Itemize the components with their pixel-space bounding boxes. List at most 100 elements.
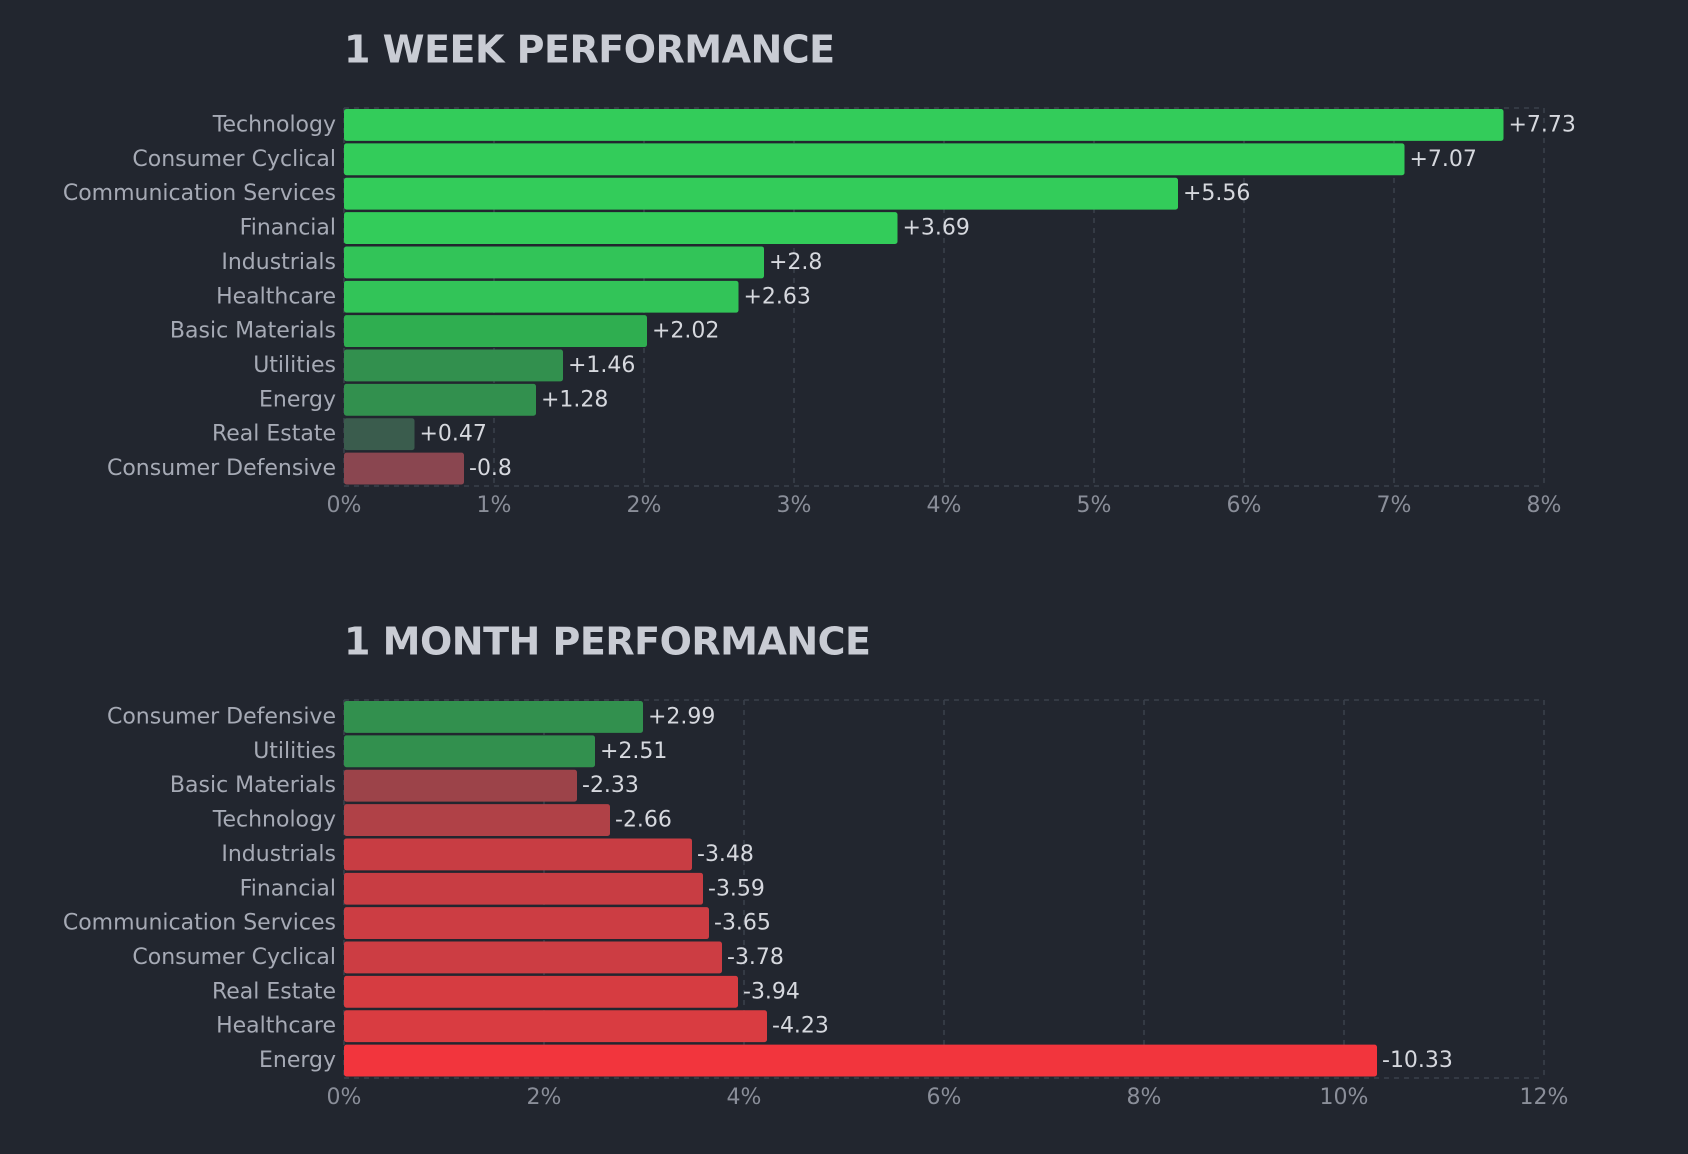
value-label: +2.8 <box>769 250 822 275</box>
bar <box>344 735 595 768</box>
x-axis-ticks: 0% 2% 4% 6% 8% 10% 12% <box>327 1085 1569 1110</box>
value-label: -0.8 <box>469 456 512 481</box>
bar-row: Financial -3.59 <box>240 872 765 905</box>
bar-row: Consumer Cyclical -3.78 <box>132 941 784 974</box>
x-tick-label: 0% <box>327 1085 362 1110</box>
bar-row: Real Estate +0.47 <box>212 418 487 451</box>
chart-title: 1 MONTH PERFORMANCE <box>344 620 871 664</box>
category-label: Healthcare <box>216 1014 336 1039</box>
category-label: Consumer Defensive <box>107 456 336 481</box>
value-label: +7.07 <box>1410 147 1477 172</box>
bar-row: Technology +7.73 <box>212 109 1576 141</box>
bar-row: Basic Materials +2.02 <box>170 315 719 348</box>
category-label: Utilities <box>253 353 336 378</box>
x-tick-label: 4% <box>927 493 962 518</box>
bar-row: Energy -10.33 <box>259 1044 1453 1077</box>
x-tick-label: 6% <box>927 1085 962 1110</box>
category-label: Industrials <box>221 842 336 867</box>
bar <box>344 418 415 451</box>
category-label: Consumer Defensive <box>107 704 336 729</box>
category-label: Energy <box>259 1048 336 1073</box>
x-tick-label: 6% <box>1227 493 1262 518</box>
x-tick-label: 12% <box>1520 1085 1569 1110</box>
value-label: +0.47 <box>420 422 487 447</box>
bar <box>344 701 643 733</box>
bar <box>344 246 764 279</box>
value-label: +5.56 <box>1183 181 1250 206</box>
x-tick-label: 2% <box>527 1085 562 1110</box>
category-label: Healthcare <box>216 284 336 309</box>
value-label: -3.78 <box>727 945 784 970</box>
bar-row: Energy +1.28 <box>259 383 608 416</box>
chart-title: 1 WEEK PERFORMANCE <box>344 28 835 72</box>
value-label: -10.33 <box>1382 1048 1453 1073</box>
bar <box>344 212 898 244</box>
category-label: Utilities <box>253 739 336 764</box>
bar <box>344 109 1504 141</box>
bar <box>344 769 577 802</box>
category-label: Energy <box>259 387 336 412</box>
bar <box>344 452 464 485</box>
bar-row: Utilities +2.51 <box>253 735 667 768</box>
bar-row: Financial +3.69 <box>240 212 970 244</box>
bar <box>344 975 738 1008</box>
bar <box>344 143 1405 176</box>
value-label: -3.59 <box>708 876 765 901</box>
x-tick-label: 4% <box>727 1085 762 1110</box>
bar-row: Healthcare +2.63 <box>216 280 811 313</box>
category-label: Financial <box>240 876 336 901</box>
bar-row: Basic Materials -2.33 <box>170 769 639 802</box>
category-label: Real Estate <box>212 979 336 1004</box>
category-label: Basic Materials <box>170 773 336 798</box>
bar-row: Consumer Defensive +2.99 <box>107 701 715 733</box>
x-tick-label: 8% <box>1527 493 1562 518</box>
bar-row: Utilities +1.46 <box>253 349 635 382</box>
bar <box>344 349 563 382</box>
bar <box>344 941 722 974</box>
category-label: Technology <box>212 112 336 137</box>
bar-row: Technology -2.66 <box>212 804 672 836</box>
category-label: Basic Materials <box>170 319 336 344</box>
category-label: Communication Services <box>63 181 336 206</box>
x-tick-label: 2% <box>627 493 662 518</box>
x-tick-label: 3% <box>777 493 812 518</box>
x-tick-label: 0% <box>327 493 362 518</box>
bar-row: Communication Services +5.56 <box>63 177 1250 210</box>
category-label: Industrials <box>221 250 336 275</box>
x-tick-label: 5% <box>1077 493 1112 518</box>
value-label: +2.99 <box>648 704 715 729</box>
chart-panel-2: 1 MONTH PERFORMANCE Consumer Defensive +2.… <box>63 620 1569 1111</box>
x-axis-ticks: 0% 1% 2% 3% 4% 5% 6% 7% 8% <box>327 493 1562 518</box>
value-label: +7.73 <box>1509 112 1576 137</box>
x-tick-label: 8% <box>1127 1085 1162 1110</box>
category-label: Consumer Cyclical <box>132 945 336 970</box>
bar-row: Industrials +2.8 <box>221 246 822 279</box>
bar <box>344 1044 1377 1077</box>
chart-panel-1: 1 WEEK PERFORMANCE Technology +7.73 Consume… <box>63 28 1576 519</box>
value-label: -3.65 <box>714 911 771 936</box>
value-label: -3.48 <box>697 842 754 867</box>
value-label: -2.33 <box>582 773 639 798</box>
value-label: +2.63 <box>744 284 811 309</box>
bar-row: Real Estate -3.94 <box>212 975 800 1008</box>
value-label: +1.46 <box>568 353 635 378</box>
bar <box>344 177 1178 210</box>
value-label: +2.51 <box>600 739 667 764</box>
x-tick-label: 10% <box>1320 1085 1369 1110</box>
value-label: -3.94 <box>743 979 800 1004</box>
bar <box>344 872 703 905</box>
bar <box>344 907 709 940</box>
x-tick-label: 7% <box>1377 493 1412 518</box>
category-label: Consumer Cyclical <box>132 147 336 172</box>
bar-row: Industrials -3.48 <box>221 838 754 871</box>
category-label: Financial <box>240 216 336 241</box>
bar <box>344 280 739 313</box>
bar <box>344 315 647 348</box>
category-label: Communication Services <box>63 911 336 936</box>
value-label: +2.02 <box>652 319 719 344</box>
bar-row: Consumer Cyclical +7.07 <box>132 143 1477 176</box>
value-label: +3.69 <box>903 216 970 241</box>
value-label: -2.66 <box>615 808 672 833</box>
bar <box>344 838 692 871</box>
